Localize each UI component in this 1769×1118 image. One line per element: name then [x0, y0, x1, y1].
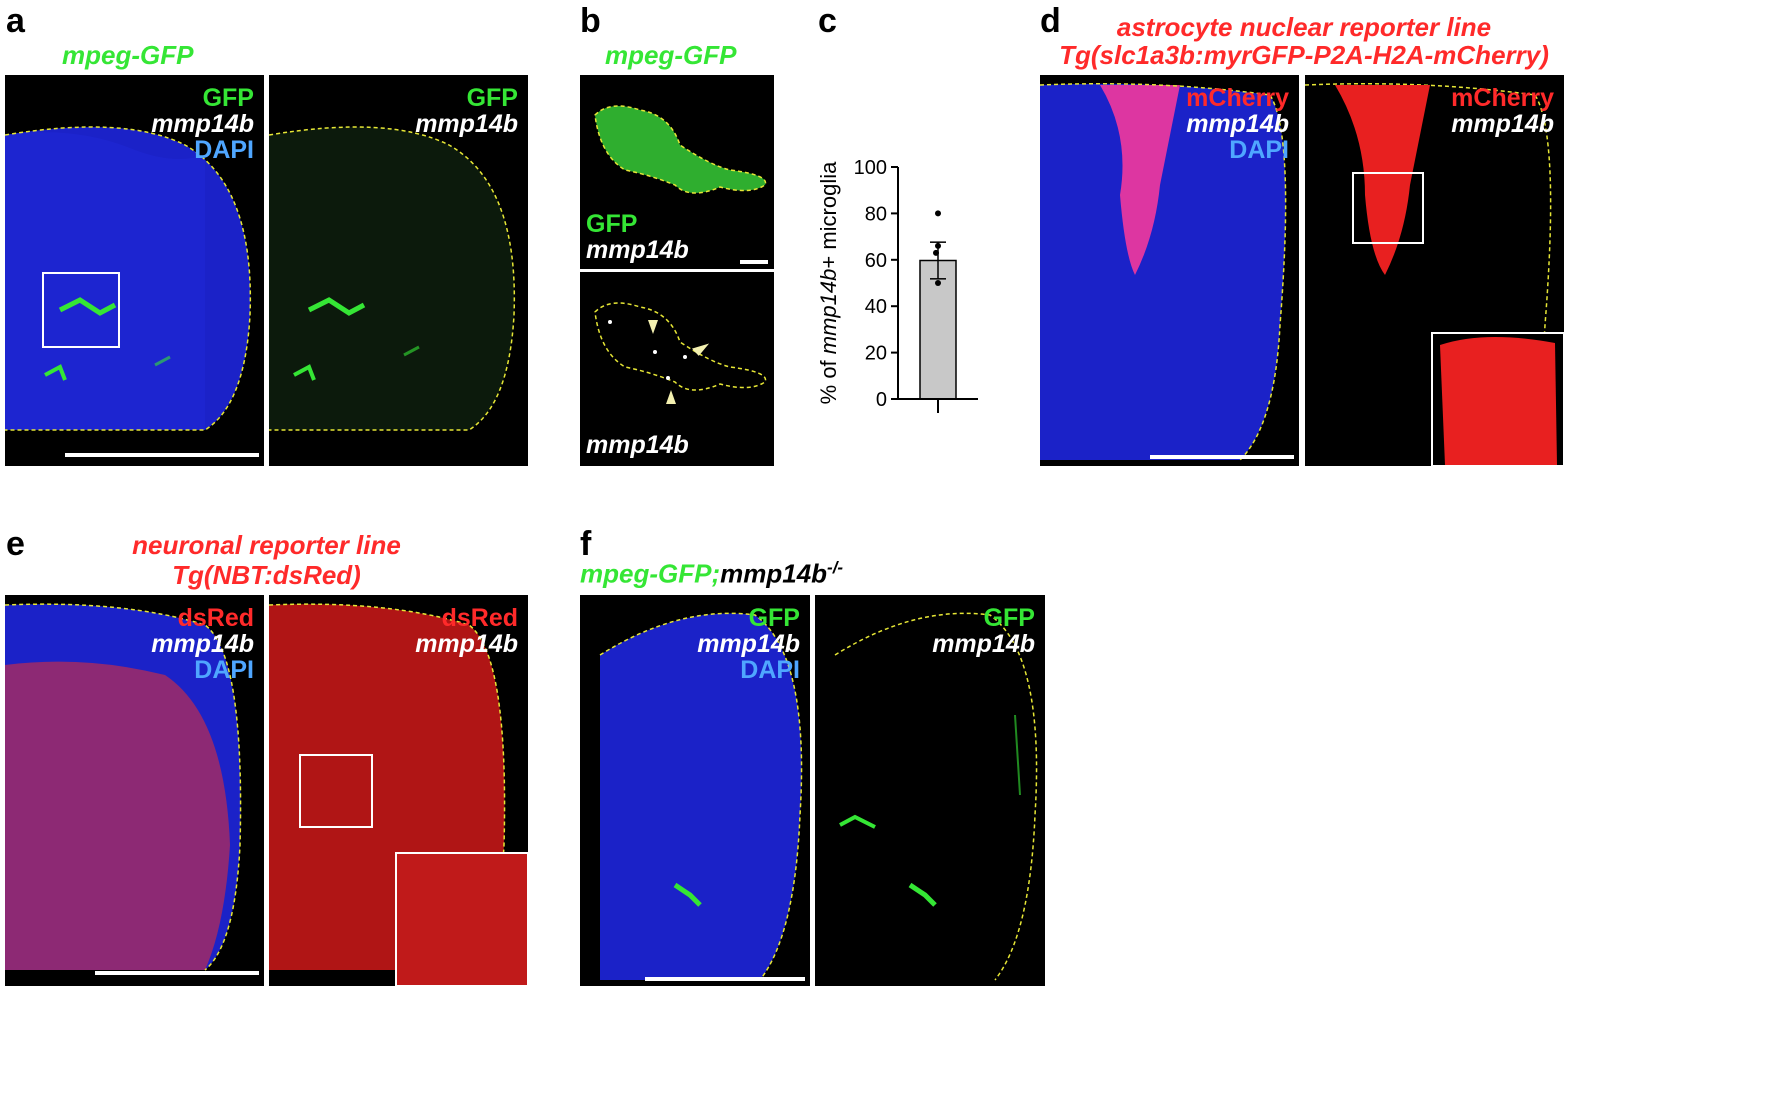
- y-axis-label: % of mmp14b+ microglia: [816, 161, 841, 404]
- panel-a-merge-ch1: GFP: [202, 84, 254, 112]
- panel-f-merge-ch3: DAPI: [740, 656, 800, 684]
- panel-f-split-image: GFP mmp14b: [815, 595, 1045, 986]
- panel-d-split-image: mCherry mmp14b: [1305, 75, 1564, 466]
- panel-b-title: mpeg-GFP: [605, 40, 737, 70]
- panel-f-merge-image: GFP mmp14b DAPI: [580, 595, 810, 986]
- panel-d-title-line2: Tg(slc1a3b:myrGFP-P2A-H2A-mCherry): [1059, 40, 1549, 70]
- panel-f-title-green: mpeg-GFP;: [580, 558, 721, 589]
- panel-e-merge-image: dsRed mmp14b DAPI: [5, 595, 264, 986]
- panel-d-split-ch2: mmp14b: [1451, 110, 1554, 138]
- panel-e-merge-ch3: DAPI: [194, 656, 254, 684]
- data-point: [935, 242, 941, 249]
- panel-e-split-ch1: dsRed: [441, 604, 518, 632]
- panel-a-split-ch1: GFP: [466, 84, 518, 112]
- y-tick-label: 40: [865, 296, 887, 318]
- arrowhead-icon: [666, 390, 676, 404]
- panel-a-merge-image: GFP mmp14b DAPI: [5, 75, 264, 466]
- panel-f-letter: f: [580, 525, 592, 563]
- panel-d-title-line1: astrocyte nuclear reporter line: [1116, 12, 1492, 42]
- y-tick-label: 80: [865, 203, 887, 225]
- data-point: [935, 210, 941, 217]
- panel-d-merge-ch2: mmp14b: [1186, 110, 1289, 138]
- y-tick-label: 0: [876, 389, 887, 411]
- panel-b-letter: b: [580, 2, 601, 40]
- panel-a-title: mpeg-GFP: [62, 40, 194, 70]
- panel-f-split-ch1: GFP: [983, 604, 1035, 632]
- panel-d-merge-ch3: DAPI: [1229, 136, 1289, 164]
- panel-e-merge-ch2: mmp14b: [151, 630, 254, 658]
- panel-a-merge-ch3: DAPI: [194, 136, 254, 164]
- panel-e-letter: e: [6, 525, 25, 563]
- data-point: [933, 249, 939, 256]
- panel-e-split-image: dsRed mmp14b: [269, 595, 528, 986]
- arrowhead-icon: [691, 343, 710, 356]
- panel-f-title-sup: -/-: [827, 558, 844, 577]
- panel-f-split-ch2: mmp14b: [932, 630, 1035, 658]
- panel-b-bottom-image: mmp14b: [580, 272, 774, 466]
- panel-c-chart: 0 20 40 60 80 100 % of mmp14b+ microglia: [808, 120, 978, 450]
- panel-a-merge-ch2: mmp14b: [151, 110, 254, 138]
- panel-b-top-ch2: mmp14b: [586, 236, 689, 264]
- panel-f-title-black: mmp14b: [720, 558, 828, 589]
- arrowhead-icon: [648, 320, 658, 334]
- panel-e-title-line1: neuronal reporter line: [132, 530, 401, 560]
- panel-d-split-ch1: mCherry: [1451, 84, 1554, 112]
- panel-d-merge-ch1: mCherry: [1186, 84, 1289, 112]
- y-tick-label: 20: [865, 343, 887, 365]
- data-point: [935, 280, 941, 286]
- panel-e-merge-ch1: dsRed: [177, 604, 254, 632]
- panel-c-letter: c: [818, 2, 837, 40]
- panel-b-top-image: GFP mmp14b: [580, 75, 774, 269]
- panel-f-merge-ch1: GFP: [748, 604, 800, 632]
- y-tick-label: 60: [865, 250, 887, 272]
- panel-b-top-ch1: GFP: [586, 210, 638, 238]
- panel-d-merge-image: mCherry mmp14b DAPI: [1040, 75, 1299, 466]
- panel-e-split-ch2: mmp14b: [415, 630, 518, 658]
- panel-a-split-ch2: mmp14b: [415, 110, 518, 138]
- panel-e-title-line2: Tg(NBT:dsRed): [172, 560, 361, 590]
- panel-b-bottom-ch1: mmp14b: [586, 431, 689, 459]
- panel-f-title: mpeg-GFP;mmp14b-/-: [580, 558, 843, 590]
- y-tick-label: 100: [854, 157, 887, 179]
- panel-a-split-image: GFP mmp14b: [269, 75, 528, 466]
- panel-a-letter: a: [6, 2, 25, 40]
- panel-f-merge-ch2: mmp14b: [697, 630, 800, 658]
- panel-d-letter: d: [1040, 2, 1061, 40]
